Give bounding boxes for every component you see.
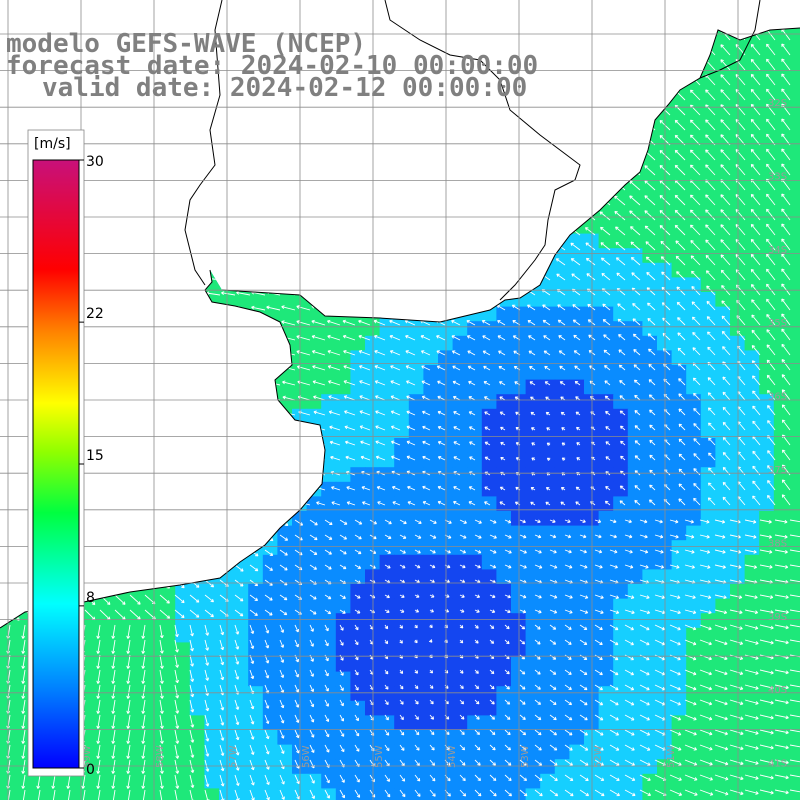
latitude-label: 34S [768,245,787,256]
latitude-label: 40S [768,685,787,696]
colorbar-tick-label: 22 [86,306,104,322]
longitude-label: 58W [155,745,166,768]
latitude-label: 39S [768,612,787,623]
map-title: modelo GEFS-WAVE (NCEP) forecast date: 2… [6,29,538,103]
coastline [0,0,800,629]
colorbar: [m/s] 30 22 15 8 0 [27,129,104,778]
title-valid-date: valid date: 2024-02-12 00:00:00 [42,73,527,103]
longitude-label: 53W [520,745,531,768]
colorbar-tick-label: 0 [86,762,95,778]
latitude-label: 41S [768,759,787,770]
longitude-label: 55W [374,745,385,768]
longitude-label: 52W [593,745,604,768]
latitude-label: 37S [768,465,787,476]
longitude-label: 57W [228,745,239,768]
longitude-label: 59W [82,745,93,768]
title-model: modelo GEFS-WAVE (NCEP) [6,29,366,59]
colorbar-tick-label: 15 [86,448,104,464]
longitude-label: 54W [447,745,458,768]
latitude-labels: 32S 33S 34S 35S 36S 37S 38S 39S 40S 41S [768,98,787,770]
colorbar-tick-label: 8 [86,590,95,606]
colorbar-ticks: 30 22 15 8 0 [79,154,104,778]
longitude-label: 56W [301,745,312,768]
colorbar-gradient [32,159,80,769]
latitude-label: 38S [768,538,787,549]
longitude-labels: 59W 58W 57W 56W 55W 54W 53W 52W 51W [82,745,677,768]
latitude-label: 33S [768,171,787,182]
colorbar-tick-label: 30 [86,154,104,170]
latitude-label: 35S [768,318,787,329]
latitude-label: 32S [768,98,787,109]
colorbar-unit: [m/s] [34,136,71,152]
title-forecast-date: forecast date: 2024-02-10 00:00:00 [6,51,538,81]
longitude-label: 51W [666,745,677,768]
latitude-label: 36S [768,392,787,403]
